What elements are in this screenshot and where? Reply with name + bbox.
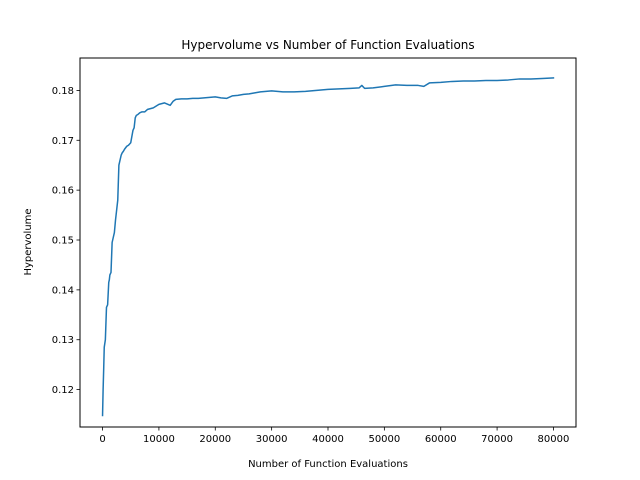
y-tick-label: 0.13 [52,335,74,346]
y-tick-label: 0.12 [52,385,74,396]
x-tick-label: 40000 [312,434,344,445]
plot-frame [79,57,577,428]
y-axis-label: Hypervolume [23,208,34,275]
x-tick-label: 70000 [481,434,513,445]
x-axis-ticks: 0 10000 20000 30000 40000 50000 60000 70000 8000… [99,427,569,445]
y-tick-label: 0.16 [52,186,74,197]
y-tick-label: 0.17 [52,136,74,147]
x-tick-label: 20000 [199,434,231,445]
x-tick-label: 50000 [368,434,400,445]
y-tick-label: 0.14 [52,285,74,296]
x-tick-label: 30000 [256,434,288,445]
x-tick-label: 80000 [538,434,570,445]
y-axis-ticks: 0.12 0.13 0.14 0.15 0.16 0.17 0.18 [52,86,80,396]
x-tick-label: 60000 [425,434,457,445]
y-tick-label: 0.18 [52,86,74,97]
x-axis-label: Number of Function Evaluations [248,459,408,470]
y-tick-label: 0.15 [52,236,74,247]
series-line-hypervolume [101,77,555,417]
chart-title: Hypervolume vs Number of Function Evalua… [181,38,474,52]
x-tick-label: 0 [99,434,105,445]
x-tick-label: 10000 [143,434,175,445]
